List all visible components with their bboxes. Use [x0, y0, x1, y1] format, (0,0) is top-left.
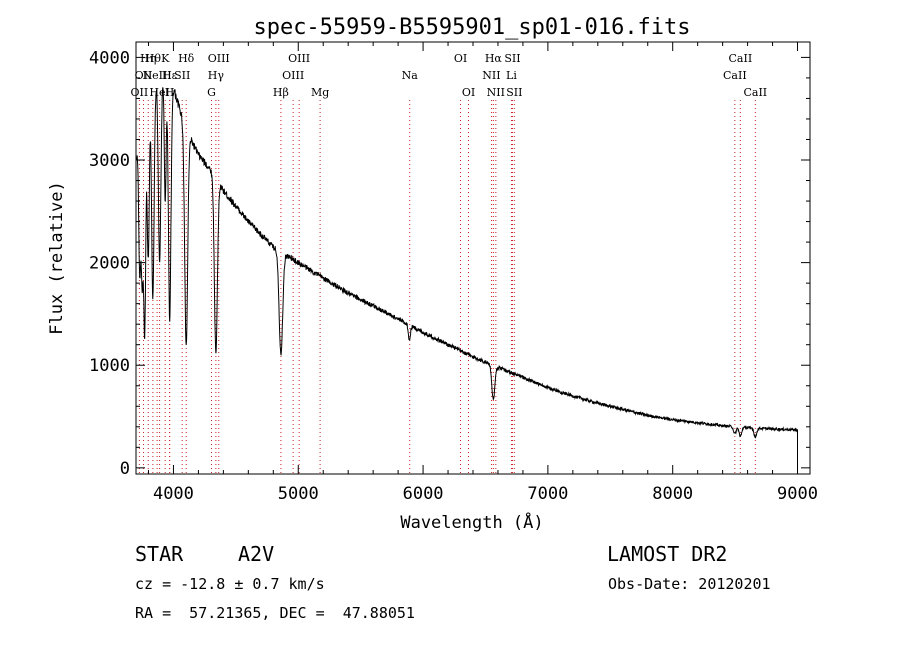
- class-label: STAR: [135, 542, 184, 566]
- line-marker-label: Hβ: [273, 86, 289, 99]
- line-marker-label: OI: [462, 86, 475, 99]
- line-marker-label: SII: [504, 52, 520, 65]
- line-marker-label: OIII: [282, 69, 304, 82]
- x-tick-label: 9000: [777, 484, 818, 504]
- line-marker-label-group: OIIOIIHηHθNeIIIHeIKHHεSIIHδGHγOIIIHβOIII…: [131, 52, 768, 99]
- plot-frame: [135, 41, 811, 475]
- spectrum-line: [135, 87, 798, 468]
- x-axis-label: Wavelength (Å): [400, 511, 543, 533]
- chart-title: spec-55959-B5595901_sp01-016.fits: [253, 15, 690, 40]
- line-marker-label: G: [207, 86, 216, 99]
- x-tick-label: 7000: [527, 484, 568, 504]
- subclass-label: A2V: [238, 542, 275, 566]
- line-marker-label: Hη: [140, 52, 156, 65]
- line-marker-label: OIII: [288, 52, 310, 65]
- line-marker-label: NII: [482, 69, 500, 82]
- x-tick-label: 6000: [403, 484, 444, 504]
- line-marker-label: K: [161, 52, 170, 65]
- line-marker-label: SII: [506, 86, 522, 99]
- y-tick-label: 1000: [89, 356, 130, 376]
- line-marker-label: H: [165, 86, 175, 99]
- coordinates-text: RA = 57.21365, DEC = 47.88051: [135, 604, 415, 622]
- line-marker-label: OI: [454, 52, 467, 65]
- y-tick-label: 4000: [89, 48, 130, 68]
- x-axis-ticks: 4000 5000 6000 7000 8000 9000: [147, 42, 818, 504]
- line-marker-label: Mg: [311, 86, 329, 99]
- y-axis-label: Flux (relative): [47, 181, 67, 335]
- line-marker-label: Hα: [485, 52, 503, 65]
- line-marker-label: Hγ: [208, 69, 225, 82]
- line-marker-label: Na: [402, 69, 419, 82]
- x-tick-label: 8000: [652, 484, 693, 504]
- line-marker-label: Li: [506, 69, 517, 82]
- y-axis-ticks: 0 1000 2000 3000 4000: [89, 48, 810, 479]
- line-marker-label: CaII: [729, 52, 753, 65]
- x-tick-label: 5000: [278, 484, 319, 504]
- y-tick-label: 3000: [89, 151, 130, 171]
- line-marker-label: Hθ: [145, 52, 162, 65]
- survey-label: LAMOST DR2: [607, 542, 728, 566]
- y-tick-label: 0: [120, 459, 130, 479]
- redshift-text: cz = -12.8 ± 0.7 km/s: [135, 575, 325, 593]
- y-tick-label: 2000: [89, 254, 130, 274]
- line-marker-label: OII: [131, 86, 149, 99]
- x-tick-label: 4000: [153, 484, 194, 504]
- line-marker-label: CaII: [743, 86, 767, 99]
- line-marker-label: OII: [135, 69, 153, 82]
- obs-date-text: Obs-Date: 20120201: [608, 575, 771, 593]
- line-marker-label: SII: [174, 69, 190, 82]
- line-marker-label: NeIII: [143, 69, 172, 82]
- line-marker-label: HeI: [149, 86, 169, 99]
- line-marker-label: Hδ: [178, 52, 195, 65]
- line-marker-label: OIII: [208, 52, 230, 65]
- line-marker-label: CaII: [723, 69, 747, 82]
- line-marker-label: Hε: [162, 69, 178, 82]
- spectrum-group: [135, 87, 798, 468]
- line-marker-label: NII: [487, 86, 505, 99]
